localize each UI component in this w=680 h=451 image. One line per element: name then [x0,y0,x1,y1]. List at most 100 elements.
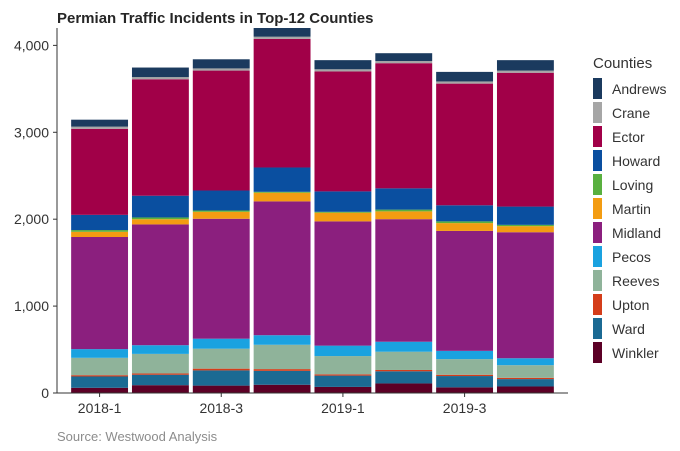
bar-segment-reeves-2019-3 [436,359,494,375]
bar-segment-loving-2019-1 [314,211,372,213]
bar-segment-pecos-2019-2 [375,341,433,352]
legend-label: Reeves [612,273,659,289]
legend-item-ector: Ector [593,126,645,147]
legend-label: Loving [612,177,653,193]
bar-segment-midland-2019-3 [436,230,494,351]
bar-segment-martin-2019-4 [496,226,554,233]
bar-segment-pecos-2018-2 [131,345,189,354]
bar-segment-upton-2018-2 [131,373,189,375]
x-tick-label: 2018-1 [78,400,122,416]
bar-segment-midland-2018-4 [253,201,311,336]
bar-segment-andrews-2019-1 [314,60,372,70]
bar-segment-loving-2019-4 [496,224,554,227]
bar-segment-winkler-2019-2 [375,383,433,393]
bar-segment-pecos-2018-1 [71,349,129,358]
x-tick-label: 2018-3 [199,400,243,416]
bar-stack-2019-3 [436,71,494,393]
bar-stack-2019-2 [375,53,433,393]
plot-area [71,28,554,393]
bar-segment-ector-2018-3 [192,70,250,191]
bar-segment-winkler-2018-4 [253,384,311,393]
bar-segment-howard-2019-3 [436,205,494,222]
legend-swatch [593,198,602,219]
bar-segment-martin-2019-3 [436,223,494,231]
bar-segment-andrews-2019-3 [436,71,494,82]
x-tick-label: 2019-1 [321,400,365,416]
bar-segment-loving-2018-3 [192,210,250,212]
legend-label: Crane [612,105,650,121]
bar-segment-pecos-2019-4 [496,358,554,366]
legend-swatch [593,318,602,339]
bar-segment-ward-2018-3 [192,370,250,386]
bar-segment-andrews-2018-3 [192,59,250,69]
bar-segment-winkler-2019-4 [496,386,554,393]
bar-stack-2018-4 [253,28,311,393]
bar-segment-reeves-2018-3 [192,348,250,369]
y-tick-label: 4,000 [14,37,49,53]
bar-segment-martin-2019-2 [375,211,433,220]
bar-segment-crane-2018-2 [131,77,189,80]
bar-stack-2018-1 [71,119,129,393]
bar-segment-midland-2019-4 [496,232,554,359]
legend-item-upton: Upton [593,294,649,315]
bar-segment-ward-2019-1 [314,375,372,387]
bar-segment-winkler-2018-3 [192,385,250,393]
legend-item-winkler: Winkler [593,342,659,363]
bar-segment-reeves-2018-4 [253,344,311,370]
bar-segment-martin-2018-2 [131,219,189,225]
bar-segment-crane-2019-2 [375,61,433,64]
bar-segment-reeves-2018-2 [131,353,189,374]
legend-swatch [593,78,602,99]
y-tick-label: 3,000 [14,124,49,140]
x-axis: 2018-1 2018-3 2019-1 2019-3 [57,392,568,416]
bar-segment-crane-2019-1 [314,69,372,72]
bar-segment-howard-2018-4 [253,167,311,192]
bar-segment-martin-2018-3 [192,211,250,219]
bar-segment-howard-2019-4 [496,206,554,225]
bar-segment-andrews-2019-2 [375,53,433,62]
legend-item-howard: Howard [593,150,660,171]
bar-segment-winkler-2019-3 [436,387,494,393]
legend-label: Andrews [612,81,666,97]
bar-segment-upton-2019-2 [375,369,433,372]
y-tick-label: 2,000 [14,211,49,227]
legend-item-andrews: Andrews [593,78,666,99]
bar-segment-upton-2019-1 [314,374,372,376]
legend-item-ward: Ward [593,318,645,339]
bar-segment-pecos-2018-4 [253,335,311,345]
legend-label: Ector [612,129,645,145]
bar-segment-andrews-2018-2 [131,67,189,78]
bar-segment-ward-2018-4 [253,370,311,385]
bar-segment-martin-2018-1 [71,231,129,238]
bar-segment-crane-2018-4 [253,36,311,39]
bar-segment-andrews-2018-1 [71,119,129,127]
legend-swatch [593,294,602,315]
legend-swatch [593,342,602,363]
bar-segment-upton-2018-1 [71,375,129,377]
legend-label: Upton [612,297,649,313]
bar-segment-ward-2019-3 [436,376,494,388]
bar-segment-pecos-2019-3 [436,350,494,360]
bar-segment-loving-2018-1 [71,230,129,232]
bar-segment-ector-2018-2 [131,79,189,196]
bar-segment-loving-2018-2 [131,217,189,220]
legend-swatch [593,174,602,195]
bar-stack-2019-4 [496,60,554,393]
bar-segment-upton-2018-3 [192,368,250,371]
bar-segment-crane-2019-3 [436,81,494,84]
bar-segment-howard-2018-2 [131,195,189,218]
bar-segment-ector-2018-4 [253,38,311,168]
bar-segment-crane-2019-4 [496,70,554,73]
bar-stack-2018-2 [131,67,189,393]
bar-segment-andrews-2018-4 [253,28,311,37]
bar-segment-martin-2019-1 [314,212,372,222]
legend-swatch [593,126,602,147]
bar-segment-ector-2019-4 [496,72,554,207]
bar-segment-winkler-2018-2 [131,385,189,393]
legend-swatch [593,102,602,123]
bar-segment-winkler-2018-1 [71,387,129,393]
bar-segment-ector-2018-1 [71,128,129,215]
bar-segment-midland-2018-3 [192,218,250,339]
legend-label: Midland [612,225,661,241]
